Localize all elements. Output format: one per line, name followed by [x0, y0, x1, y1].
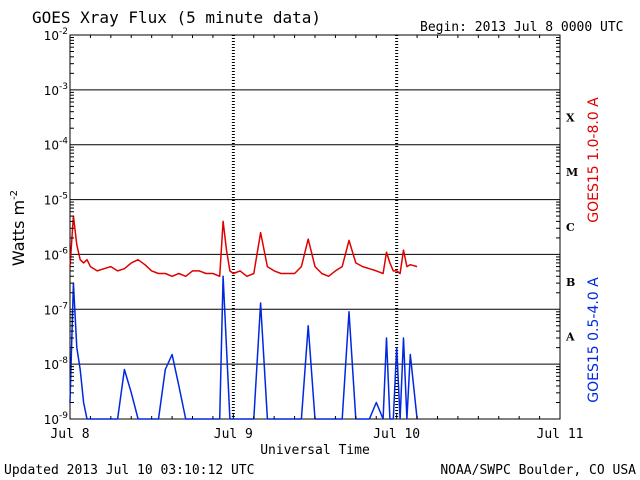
y-tick-label: 10-2	[44, 27, 68, 43]
legend-series-long: GOES15 1.0-8.0 A	[586, 97, 602, 223]
y-tick-base: 10	[44, 84, 59, 98]
svg-text:Watts m-2: Watts m-2	[9, 190, 28, 266]
legend-series-short: GOES15 0.5-4.0 A	[586, 277, 602, 403]
y-tick-exp: -5	[59, 192, 68, 202]
y-axis-label-base: Watts m	[9, 200, 28, 266]
updated-time: Updated 2013 Jul 10 03:10:12 UTC	[4, 463, 254, 478]
y-axis-label-exp: -2	[9, 190, 20, 200]
series-layer	[69, 215, 418, 420]
grid-layer	[70, 35, 560, 419]
x-tick-label: Jul 10	[373, 427, 420, 442]
series-line-short	[69, 275, 418, 420]
y-tick-label: 10-4	[44, 137, 69, 153]
y-tick-base: 10	[44, 194, 59, 208]
plot-frame	[69, 34, 561, 420]
flare-class-label: A	[565, 331, 575, 344]
flare-class-label: C	[566, 221, 575, 234]
x-tick-label: Jul 9	[214, 427, 253, 442]
x-axis-label: Universal Time	[260, 443, 370, 458]
y-tick-label: 10-5	[44, 192, 68, 208]
x-tick-label: Jul 8	[50, 427, 89, 442]
credit: NOAA/SWPC Boulder, CO USA	[440, 463, 636, 478]
y-tick-exp: -7	[59, 301, 68, 311]
y-tick-base: 10	[44, 139, 59, 153]
flare-class-label: B	[566, 276, 575, 289]
x-tick-label: Jul 11	[537, 427, 584, 442]
y-tick-label: 10-9	[44, 411, 69, 427]
y-tick-base: 10	[44, 248, 59, 262]
y-tick-label: 10-7	[44, 301, 68, 317]
y-tick-base: 10	[44, 413, 59, 427]
y-tick-exp: -6	[59, 246, 68, 256]
y-tick-label: 10-6	[44, 246, 69, 262]
y-tick-exp: -3	[59, 82, 68, 92]
y-tick-exp: -9	[59, 411, 68, 421]
y-tick-base: 10	[44, 358, 59, 372]
y-tick-exp: -2	[59, 27, 68, 37]
y-tick-label: 10-3	[44, 82, 68, 98]
begin-time: Begin: 2013 Jul 8 0000 UTC	[420, 20, 624, 35]
flare-class-label: M	[566, 166, 578, 179]
y-tick-exp: -8	[59, 356, 68, 366]
series-line-long	[69, 215, 418, 278]
y-axis-title: Watts m-2	[9, 190, 28, 266]
y-tick-exp: -4	[59, 137, 68, 147]
flare-class-label: X	[566, 111, 575, 124]
y-tick-label: 10-8	[44, 356, 69, 372]
chart-title: GOES Xray Flux (5 minute data)	[32, 8, 321, 27]
y-tick-base: 10	[44, 303, 59, 317]
y-tick-base: 10	[44, 29, 59, 43]
